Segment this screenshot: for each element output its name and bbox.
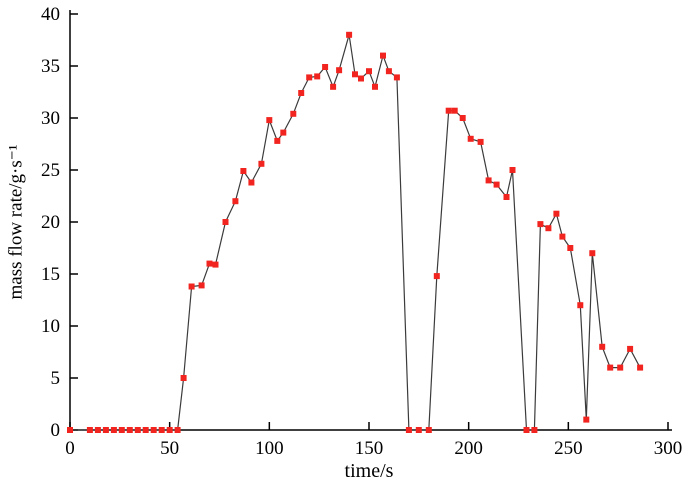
data-marker <box>266 117 273 124</box>
data-marker <box>180 375 187 381</box>
data-marker <box>537 221 544 228</box>
data-marker <box>232 198 239 205</box>
data-marker <box>599 343 606 350</box>
y-tick-label: 40 <box>41 4 60 25</box>
data-marker <box>126 427 133 433</box>
x-tick-label: 150 <box>355 438 384 459</box>
y-tick-label: 5 <box>51 368 61 389</box>
data-marker <box>637 364 644 371</box>
data-marker <box>222 219 229 225</box>
data-marker <box>330 83 337 90</box>
data-marker <box>94 427 101 433</box>
data-marker <box>485 177 492 184</box>
data-marker <box>174 427 181 433</box>
data-marker <box>142 427 149 433</box>
data-marker <box>523 427 530 433</box>
data-marker <box>607 364 614 371</box>
data-marker <box>577 302 584 309</box>
data-marker <box>493 181 500 188</box>
data-marker <box>405 427 412 433</box>
data-marker <box>298 90 305 96</box>
x-tick-label: 200 <box>454 438 483 459</box>
data-marker <box>559 233 566 240</box>
series-line <box>70 34 641 431</box>
y-tick-label: 30 <box>41 108 60 129</box>
y-tick-label: 15 <box>41 264 60 285</box>
data-marker <box>380 52 386 59</box>
x-tick-label: 50 <box>160 438 179 459</box>
data-marker <box>358 75 364 82</box>
data-marker <box>509 167 516 173</box>
y-tick-label: 25 <box>41 160 60 181</box>
data-marker <box>366 68 372 75</box>
data-marker <box>425 427 432 433</box>
x-tick-label: 250 <box>554 438 583 459</box>
data-marker <box>290 110 297 117</box>
y-tick-label: 20 <box>41 212 60 233</box>
data-marker <box>280 129 287 136</box>
data-marker <box>134 427 141 433</box>
data-marker <box>206 260 213 267</box>
data-marker <box>306 74 313 81</box>
data-marker <box>158 427 165 433</box>
data-marker <box>150 427 157 433</box>
data-marker <box>188 283 195 290</box>
data-marker <box>258 160 265 167</box>
data-marker <box>385 68 392 75</box>
data-marker <box>336 67 343 74</box>
data-marker <box>212 261 219 268</box>
data-marker <box>86 427 93 433</box>
data-marker <box>445 107 452 114</box>
data-marker <box>166 427 173 433</box>
y-tick-label: 10 <box>41 316 60 337</box>
data-marker <box>433 273 440 280</box>
y-tick-label: 0 <box>51 420 61 441</box>
x-tick-label: 0 <box>65 438 75 459</box>
data-marker <box>467 135 474 142</box>
data-marker <box>393 74 400 81</box>
data-marker <box>67 427 73 433</box>
data-marker <box>567 245 574 251</box>
data-marker <box>589 250 596 257</box>
data-marker <box>352 71 358 78</box>
data-marker <box>274 137 281 144</box>
x-tick-label: 100 <box>255 438 284 459</box>
x-axis-label: time/s <box>344 460 394 482</box>
data-marker <box>415 427 422 433</box>
data-marker <box>553 210 560 217</box>
data-marker <box>198 282 205 289</box>
data-marker <box>617 364 624 371</box>
data-marker <box>110 427 117 433</box>
data-marker <box>477 138 484 145</box>
data-marker <box>545 225 552 232</box>
data-marker <box>627 345 634 352</box>
data-marker <box>372 83 378 90</box>
data-marker <box>531 427 538 433</box>
y-tick-label: 35 <box>41 56 60 77</box>
data-marker <box>451 107 458 114</box>
data-marker <box>322 64 329 70</box>
data-marker <box>314 73 321 80</box>
data-marker <box>248 179 255 186</box>
data-marker <box>583 416 590 423</box>
data-marker <box>118 427 125 433</box>
data-marker <box>346 31 353 38</box>
data-marker <box>503 194 510 200</box>
x-tick-label: 300 <box>654 438 683 459</box>
y-axis-label: mass flow rate/g·s⁻¹ <box>5 144 27 300</box>
data-marker <box>459 115 466 121</box>
data-marker <box>102 427 109 433</box>
data-marker <box>240 168 247 174</box>
